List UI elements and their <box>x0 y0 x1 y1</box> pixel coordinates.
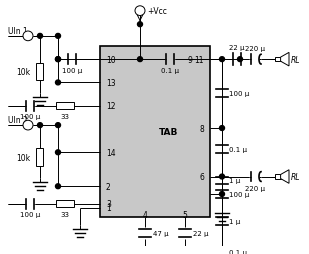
Circle shape <box>219 57 225 62</box>
Circle shape <box>23 32 33 42</box>
Bar <box>100 46 210 217</box>
Circle shape <box>56 57 61 62</box>
Text: 11: 11 <box>194 55 204 65</box>
Text: 0.1 μ: 0.1 μ <box>161 68 179 74</box>
Text: 100 μ: 100 μ <box>229 191 249 197</box>
Text: +Vcc: +Vcc <box>147 7 167 16</box>
Circle shape <box>219 126 225 131</box>
Text: 1 μ: 1 μ <box>229 218 240 224</box>
Circle shape <box>23 121 33 131</box>
Text: 10k: 10k <box>16 153 30 162</box>
Circle shape <box>56 150 61 155</box>
Text: 47 μ: 47 μ <box>153 230 169 236</box>
Bar <box>56 103 74 110</box>
Bar <box>275 175 281 179</box>
Text: TAB: TAB <box>159 128 178 136</box>
Text: 1 μ: 1 μ <box>229 178 240 184</box>
Circle shape <box>138 57 142 62</box>
Text: 13: 13 <box>106 79 116 88</box>
Circle shape <box>56 184 61 189</box>
Circle shape <box>56 57 61 62</box>
Text: 6: 6 <box>199 172 204 181</box>
Text: 33: 33 <box>61 114 70 120</box>
Text: RL: RL <box>291 55 300 65</box>
Bar <box>56 200 74 207</box>
Text: 10: 10 <box>106 55 116 65</box>
Bar <box>36 64 44 81</box>
Text: 0.1 μ: 0.1 μ <box>229 249 247 254</box>
Text: 2: 2 <box>106 182 111 191</box>
Text: 9: 9 <box>187 55 192 65</box>
Text: 100 μ: 100 μ <box>229 91 249 97</box>
Text: 12: 12 <box>106 102 116 111</box>
Circle shape <box>37 34 43 39</box>
Text: 4: 4 <box>142 210 147 219</box>
Circle shape <box>135 7 145 17</box>
Text: 0.1 μ: 0.1 μ <box>229 147 247 153</box>
Polygon shape <box>281 53 289 67</box>
Text: 10k: 10k <box>16 68 30 77</box>
Text: 22 μ: 22 μ <box>193 230 209 236</box>
Circle shape <box>238 57 243 62</box>
Text: 100 μ: 100 μ <box>20 212 40 218</box>
Text: UIn 1: UIn 1 <box>8 26 28 35</box>
Text: 3: 3 <box>106 199 111 208</box>
Bar <box>275 58 281 62</box>
Text: 5: 5 <box>183 210 188 219</box>
Text: 100 μ: 100 μ <box>62 68 82 74</box>
Circle shape <box>219 192 225 197</box>
Text: 8: 8 <box>199 124 204 133</box>
Text: 22 μ: 22 μ <box>229 45 245 51</box>
Text: 14: 14 <box>106 148 116 157</box>
Circle shape <box>37 123 43 128</box>
Text: 220 μ: 220 μ <box>245 185 265 192</box>
Text: 33: 33 <box>61 212 70 218</box>
Circle shape <box>56 123 61 128</box>
Text: UIn 2: UIn 2 <box>8 115 28 124</box>
Circle shape <box>138 23 142 27</box>
Text: 1: 1 <box>106 203 111 212</box>
Circle shape <box>56 81 61 86</box>
Text: 220 μ: 220 μ <box>245 46 265 52</box>
Circle shape <box>56 34 61 39</box>
Text: RL: RL <box>291 172 300 181</box>
Polygon shape <box>281 170 289 184</box>
Bar <box>36 149 44 166</box>
Text: 100 μ: 100 μ <box>20 114 40 120</box>
Circle shape <box>219 174 225 179</box>
